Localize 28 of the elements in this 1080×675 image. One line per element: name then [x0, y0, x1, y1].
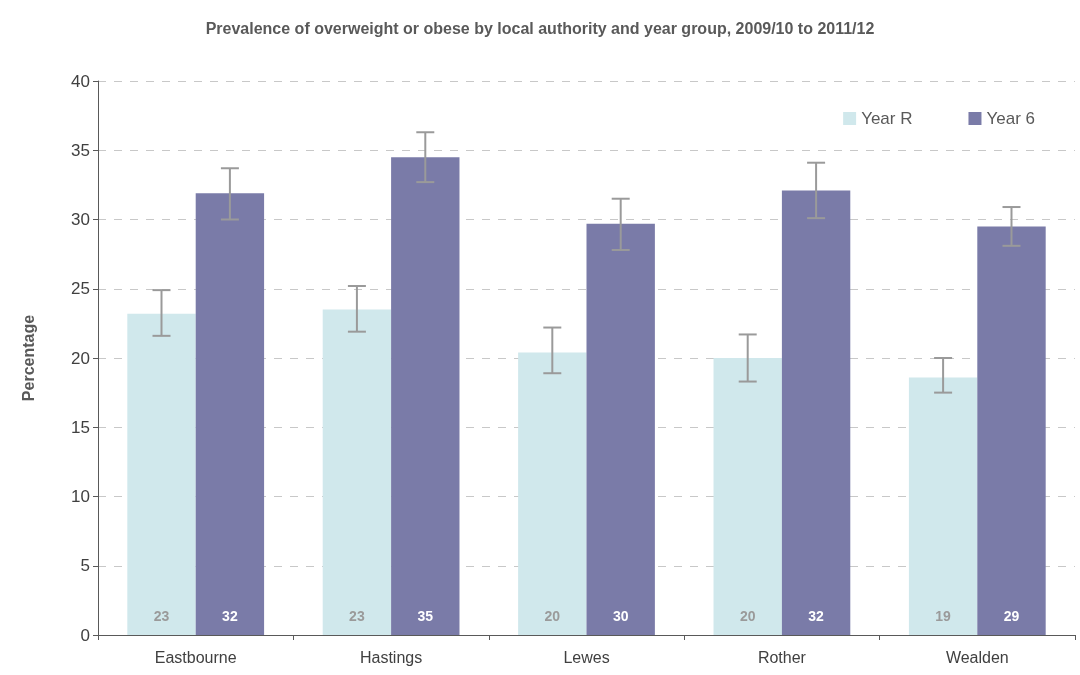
y-tick-label: 10	[71, 487, 90, 506]
data-label: 20	[739, 608, 756, 624]
y-tick-label: 40	[71, 71, 90, 91]
x-tick-label: Wealden	[945, 648, 1009, 666]
y-tick-label: 15	[71, 417, 90, 437]
x-tick-label: Eastbourne	[154, 648, 237, 666]
data-label: 19	[935, 608, 952, 624]
chart-title: Prevalence of overweight or obese by local authority and year group, 2009/10 to 2011/12	[205, 19, 875, 37]
y-tick-label: 0	[80, 625, 90, 645]
legend-label: Year R	[861, 109, 913, 128]
x-tick-label: Rother	[757, 648, 807, 666]
y-tick-label: 5	[80, 556, 90, 576]
x-tick-label: Hastings	[359, 648, 423, 666]
data-label: 32	[222, 608, 238, 624]
y-tick-label: 25	[71, 279, 90, 299]
data-label: 32	[808, 608, 825, 624]
data-label: 23	[349, 608, 365, 624]
data-label: 30	[612, 608, 629, 624]
data-label: 35	[417, 608, 434, 624]
legend-label: Year 6	[986, 109, 1035, 128]
y-tick-label: 30	[71, 210, 90, 229]
x-tick-label: Lewes	[563, 648, 610, 666]
y-tick-label: 35	[71, 140, 90, 160]
data-label: 29	[1003, 608, 1020, 624]
y-axis-title: Percentage	[19, 314, 37, 402]
data-label: 20	[544, 608, 561, 624]
y-tick-label: 20	[71, 348, 90, 368]
data-label: 23	[153, 608, 170, 624]
